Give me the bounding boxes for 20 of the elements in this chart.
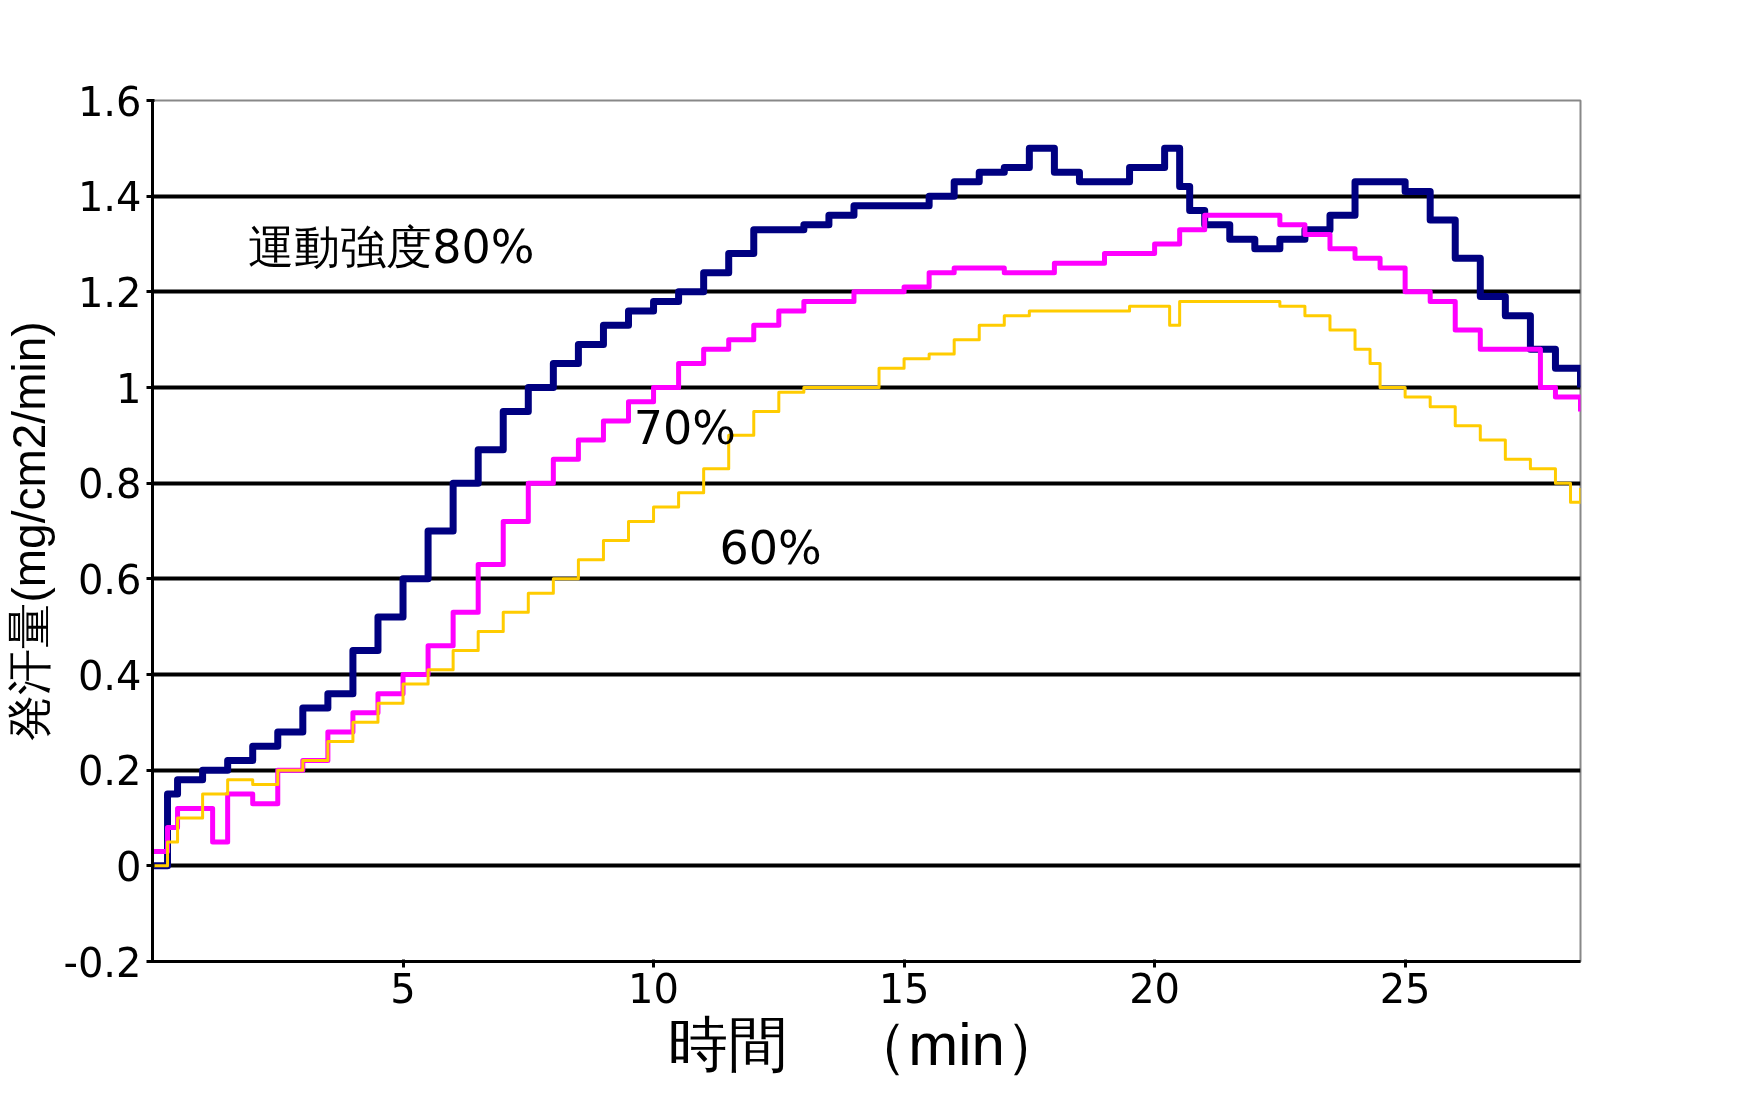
y-tick-label: 0.8 (77, 461, 142, 508)
y-tick-label: 1.6 (77, 78, 142, 125)
series-label: 運動強度80% (248, 219, 535, 274)
series-label: 70% (633, 400, 736, 455)
y-tick-label: 1 (116, 365, 142, 412)
y-tick-label: -0.2 (63, 939, 142, 986)
y-tick-label: 0.4 (77, 652, 142, 699)
x-tick-label: 10 (628, 965, 680, 1012)
x-tick-label: 15 (878, 965, 930, 1012)
series-label: 60% (719, 521, 822, 576)
x-tick-label: 20 (1129, 965, 1181, 1012)
y-tick-label: 0.6 (77, 556, 142, 603)
y-tick-label: 0.2 (77, 748, 142, 795)
y-tick-label: 0 (116, 843, 142, 890)
y-tick-label: 1.2 (77, 269, 142, 316)
x-tick-label: 5 (390, 965, 416, 1012)
y-axis-title: 発汗量(mg/cm2/min) (3, 321, 56, 741)
x-axis-title: 時間 （min） (668, 1010, 1065, 1078)
y-tick-label: 1.4 (77, 174, 142, 221)
x-tick-label: 25 (1379, 965, 1431, 1012)
